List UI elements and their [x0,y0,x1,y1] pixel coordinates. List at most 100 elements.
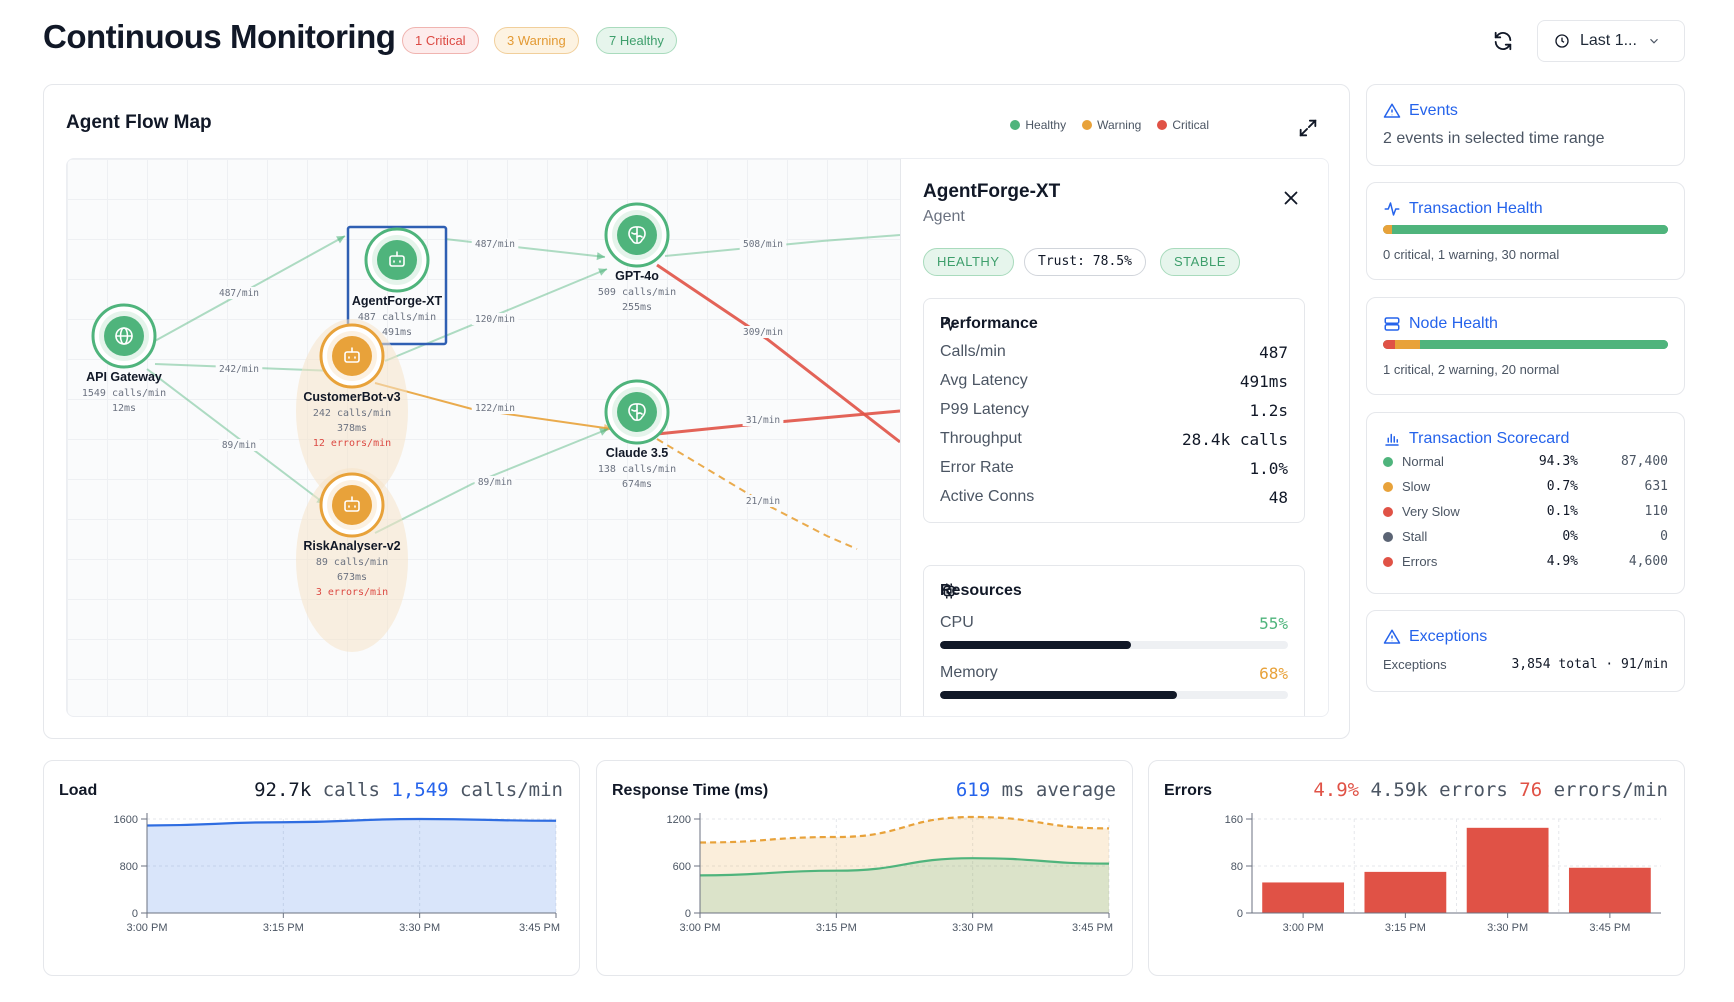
exceptions-card[interactable]: Exceptions Exceptions 3,854 total · 91/m… [1366,610,1685,692]
brain-icon [628,403,646,421]
scorecard-count: 87,400 [1621,454,1668,469]
node-name: CustomerBot-v3 [303,390,400,404]
events-card[interactable]: Events 2 events in selected time range [1366,84,1685,166]
edge-label: 31/min [746,415,780,426]
series-line[interactable] [699,857,1110,877]
metric-label: Active Conns [940,488,1035,505]
legend-healthy: Healthy [1010,118,1066,132]
edge-label: 487/min [475,239,515,250]
flow-node-agentforge[interactable]: AgentForge-XT 487 calls/min 491ms [346,225,448,346]
edge-label-bg [471,402,519,414]
edge-label: 487/min [219,288,259,299]
stability-chip: STABLE [1160,248,1240,276]
expand-button[interactable] [1297,117,1321,141]
flow-edge[interactable] [656,263,900,444]
node-health-title[interactable]: Node Health [1383,315,1498,333]
scorecard-count: 631 [1644,479,1668,494]
flow-node-claude[interactable]: Claude 3.5 138 calls/min 674ms [598,379,676,490]
node-latency: 378ms [337,423,367,434]
status-dot [1383,507,1393,517]
time-range-select[interactable]: Last 1... [1537,20,1685,62]
flow-edge[interactable] [656,438,858,550]
edge-label-bg [742,414,784,426]
node-details-panel: AgentForge-XT Agent HEALTHY Trust: 78.5%… [900,159,1328,716]
y-tick-label: 160 [1225,814,1243,826]
series-line[interactable] [146,817,557,827]
scorecard-label: Slow [1402,479,1431,494]
scorecard-row-slow[interactable]: Slow 0.7% 631 [1383,478,1668,496]
close-icon [1284,191,1298,205]
flow-node-riskanalyser[interactable]: RiskAnalyser-v2 89 calls/min 673ms 3 errors… [296,468,408,652]
scorecard-row-errors[interactable]: Errors 4.9% 4,600 [1383,553,1668,571]
node-name: AgentForge-XT [352,294,443,308]
bar[interactable] [1262,882,1345,913]
flow-edge[interactable] [444,238,606,258]
x-tick-label: 3:00 PM [1283,922,1324,934]
errors-chart-title: Errors [1164,782,1213,799]
x-tick-label: 3:30 PM [952,922,993,934]
bar[interactable] [1568,867,1651,913]
node-errors: 12 errors/min [313,438,391,449]
x-tick-label: 3:15 PM [816,922,857,934]
scorecard-label: Normal [1402,454,1444,469]
transaction-scorecard-card[interactable]: Transaction Scorecard Normal 94.3% 87,400 S… [1366,412,1685,594]
scorecard-row-very-slow[interactable]: Very Slow 0.1% 110 [1383,503,1668,521]
performance-row: Active Conns 48 [940,488,1288,508]
flow-node-gpt4o[interactable]: GPT-4o 509 calls/min 255ms [598,202,676,313]
load-stat: 92.7k calls 1,549 calls/min [254,779,563,801]
transaction-health-title[interactable]: Transaction Health [1383,200,1543,218]
node-name: GPT-4o [615,269,659,283]
warning-count-badge[interactable]: 3 Warning [494,27,579,54]
flow-edge[interactable] [374,428,609,534]
details-title: AgentForge-XT [923,181,1061,202]
health-segment-critical [1383,340,1396,349]
scorecard-percent: 94.3% [1538,454,1578,469]
node-health-bar [1383,340,1668,349]
scorecard-row-stall[interactable]: Stall 0% 0 [1383,528,1668,546]
cpu-value: 55% [1259,614,1288,633]
healthy-count-badge[interactable]: 7 Healthy [596,27,677,54]
response-chart-title: Response Time (ms) [612,782,769,799]
node-health-card[interactable]: Node Health 1 critical, 2 warning, 20 no… [1366,297,1685,395]
scorecard-percent: 0.7% [1546,479,1578,494]
transaction-health-card[interactable]: Transaction Health 0 critical, 1 warning… [1366,182,1685,280]
agent-flow-map-card: Agent Flow Map Healthy Warning Critical … [43,84,1350,739]
bar[interactable] [1466,827,1549,913]
node-latency: 673ms [337,572,367,583]
exceptions-title[interactable]: Exceptions [1383,628,1487,646]
response-time-chart: 0 600 1200 3:00 PM 3:15 PM 3:30 PM 3:45 PM [667,813,1113,934]
scorecard-title[interactable]: Transaction Scorecard [1383,430,1569,448]
y-tick-label: 1600 [114,814,138,826]
node-latency: 491ms [382,327,412,338]
flow-node-gateway[interactable]: API Gateway 1549 calls/min 12ms [82,303,166,414]
bot-icon [344,347,360,363]
edge-label-bg [739,326,787,338]
flow-node-customerbot[interactable]: CustomerBot-v3 242 calls/min 378ms 12 error… [296,319,408,503]
events-title[interactable]: Events [1383,102,1458,120]
critical-count-badge[interactable]: 1 Critical [402,27,479,54]
transaction-health-summary: 0 critical, 1 warning, 30 normal [1383,247,1560,262]
details-subtitle: Agent [923,208,965,225]
scorecard-row-normal[interactable]: Normal 94.3% 87,400 [1383,453,1668,471]
flow-edge[interactable] [146,368,326,505]
performance-row: Avg Latency 491ms [940,372,1288,392]
metric-value: 1.2s [1249,401,1288,420]
refresh-button[interactable] [1488,26,1518,56]
metric-label: Calls/min [940,343,1006,360]
scorecard-label: Stall [1402,529,1428,544]
series-line[interactable] [699,815,1110,844]
flow-map-canvas[interactable]: 487/min 242/min 89/min 487/min 120/min 122/mi… [66,158,1329,717]
node-latency: 674ms [622,479,652,490]
flow-graph: 487/min 242/min 89/min 487/min 120/min 122/mi… [82,202,900,652]
brain-icon [628,226,646,244]
edge-label-bg [218,439,260,451]
resources-header: Resources [940,582,1022,599]
health-segment-normal [1392,225,1668,234]
bar[interactable] [1364,871,1447,913]
chevron-down-icon [1650,38,1658,44]
close-details-button[interactable] [1280,187,1304,211]
x-tick-label: 3:15 PM [1385,922,1426,934]
scorecard-percent: 0% [1562,529,1578,544]
node-latency: 255ms [622,302,652,313]
flow-edge[interactable] [664,234,900,257]
